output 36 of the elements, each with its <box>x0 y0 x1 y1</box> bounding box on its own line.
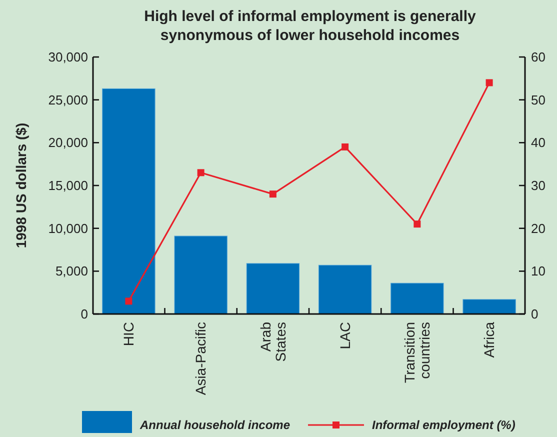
x-tick-label: LAC <box>336 322 353 350</box>
y-tick-label: 5,000 <box>55 264 88 279</box>
bar <box>462 299 516 314</box>
chart-title: High level of informal employment is generally synonymous of lower household incomes <box>144 8 477 44</box>
y-axis-title: 1998 US dollars ($) <box>13 122 29 248</box>
y-tick-label: 10,000 <box>48 220 88 236</box>
x-tick-label: Asia-Pacific <box>192 322 209 396</box>
y2-tick-label: 50 <box>531 92 546 108</box>
legend-label: Annual household income <box>139 418 290 432</box>
y2-tick-label: 10 <box>531 264 546 279</box>
y2-tick-label: 30 <box>531 178 546 194</box>
point <box>125 298 132 305</box>
point <box>342 143 349 150</box>
y2-tick-label: 40 <box>531 135 546 150</box>
x-tick-label: Transition countries <box>402 322 433 383</box>
y2-tick-label: 20 <box>531 220 546 236</box>
y-tick-label: 30,000 <box>48 50 88 65</box>
point <box>269 190 276 198</box>
y-tick-label: 0 <box>80 306 88 322</box>
bar <box>390 282 444 314</box>
y2-tick-label: 60 <box>531 50 546 65</box>
y-tick-label: 20,000 <box>48 135 88 150</box>
y-tick-label: 25,000 <box>48 92 88 108</box>
y-tick-label: 15,000 <box>48 178 88 194</box>
bar <box>174 236 228 314</box>
bar <box>102 88 156 314</box>
bar <box>246 263 300 314</box>
legend-label: Informal employment (%) <box>372 418 516 432</box>
point <box>414 220 421 228</box>
x-tick-label: HIC <box>120 322 137 346</box>
bar <box>318 264 372 314</box>
x-tick-label: Arab States <box>257 322 288 362</box>
point <box>486 79 493 86</box>
x-tick-label: Africa <box>481 322 498 358</box>
point <box>197 169 204 176</box>
y2-tick-label: 0 <box>531 306 538 322</box>
